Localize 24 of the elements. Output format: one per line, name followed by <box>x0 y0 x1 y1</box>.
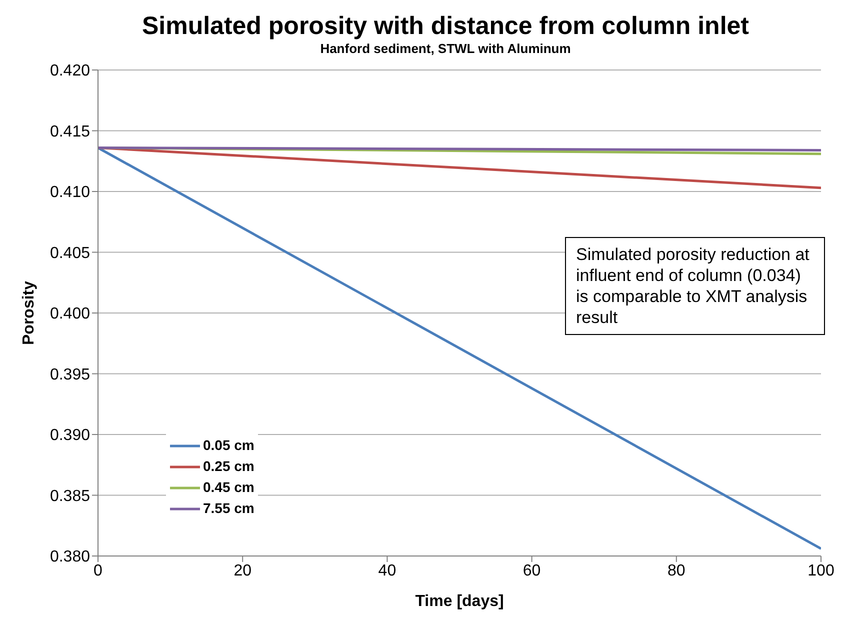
y-tick-label: 0.390 <box>50 427 90 444</box>
y-axis-title: Porosity <box>20 280 38 346</box>
y-tick-label: 0.405 <box>50 244 90 262</box>
chart-title: Simulated porosity with distance from column inlet <box>140 11 750 41</box>
y-tick-label: 0.410 <box>50 184 90 202</box>
x-tick-label: 40 <box>378 562 396 580</box>
y-tick-label: 0.380 <box>50 548 90 566</box>
x-tick-label: 60 <box>522 562 541 580</box>
y-tick-label: 0.420 <box>50 62 90 80</box>
chart-subtitle: Hanford sediment, STWL with Aluminum <box>319 41 572 56</box>
x-tick-label: 80 <box>668 562 686 580</box>
y-tick-label: 0.415 <box>50 123 90 140</box>
y-tick-label: 0.385 <box>50 488 90 505</box>
y-tick-label: 0.400 <box>50 306 90 323</box>
legend-label: 0.45 cm <box>203 478 254 497</box>
legend-label: 0.05 cm <box>203 436 254 455</box>
y-tick-label: 0.395 <box>50 366 90 384</box>
legend-label: 0.25 cm <box>203 457 254 476</box>
x-axis-title: Time [days] <box>415 593 504 610</box>
x-tick-label: 0 <box>94 562 103 580</box>
annotation: Simulated porosity reduction at influent end of column (0.034) is comparable to XMT analysis result <box>565 237 825 335</box>
x-tick-label: 20 <box>234 562 252 580</box>
x-tick-label: 100 <box>808 562 834 580</box>
legend-label: 7.55 cm <box>203 499 254 518</box>
